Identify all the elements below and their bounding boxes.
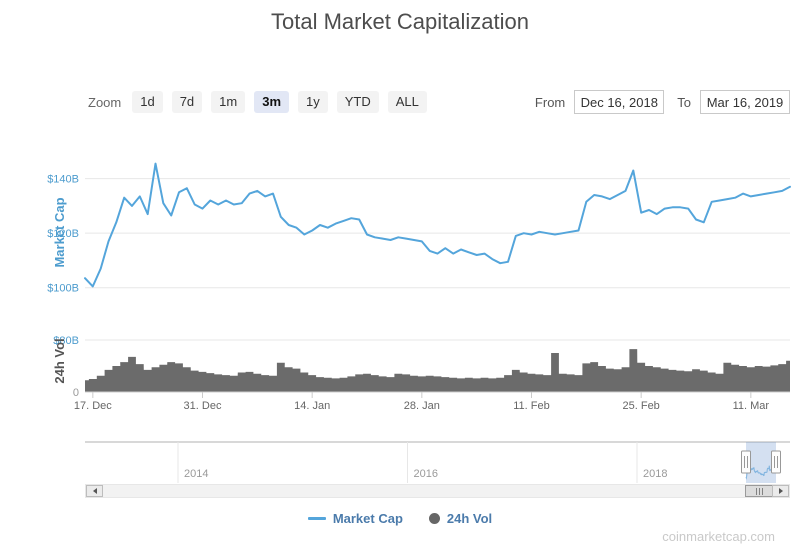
zoom-button-1d[interactable]: 1d bbox=[132, 91, 163, 113]
x-axis-label: 14. Jan bbox=[294, 400, 330, 412]
zoom-label: Zoom bbox=[88, 94, 122, 110]
market-cap-plot-area[interactable] bbox=[85, 150, 790, 315]
navigator-year-label: 2018 bbox=[643, 468, 667, 480]
zoom-button-all[interactable]: ALL bbox=[387, 91, 427, 113]
y-axis-label: $80B bbox=[53, 335, 79, 347]
scrollbar-thumb[interactable] bbox=[745, 485, 773, 497]
legend-label: 24h Vol bbox=[446, 511, 493, 526]
zoom-controls: Zoom 1d 7d 1m 3m 1y YTD ALL bbox=[88, 90, 436, 114]
zoom-button-3m[interactable]: 3m bbox=[254, 91, 290, 113]
x-axis-label: 31. Dec bbox=[184, 400, 222, 412]
x-axis-label: 11. Mar bbox=[733, 400, 770, 412]
scrollbar-left-arrow-icon[interactable] bbox=[86, 485, 103, 497]
volume-area-series bbox=[85, 349, 790, 392]
to-label: To bbox=[677, 94, 691, 110]
page-title: Total Market Capitalization bbox=[270, 9, 529, 34]
y-axis-label: $140B bbox=[47, 174, 79, 186]
to-date-input[interactable] bbox=[700, 90, 790, 114]
navigator-year-label: 2016 bbox=[414, 468, 438, 480]
chart-legend: Market Cap 24h Vol bbox=[0, 511, 800, 526]
zoom-button-7d[interactable]: 7d bbox=[171, 91, 203, 113]
watermark: coinmarketcap.com bbox=[662, 529, 775, 544]
market-cap-line-series bbox=[84, 162, 791, 288]
zoom-button-1m[interactable]: 1m bbox=[211, 91, 246, 113]
x-axis-label: 17. Dec bbox=[74, 400, 112, 412]
legend-circle-marker-icon bbox=[428, 513, 440, 524]
x-axis-label: 28. Jan bbox=[404, 400, 440, 412]
navigator-right-handle[interactable] bbox=[771, 450, 781, 474]
zoom-buttons: 1d 7d 1m 3m 1y YTD ALL bbox=[132, 91, 436, 113]
from-date-input[interactable] bbox=[574, 90, 665, 114]
legend-item-24h-vol[interactable]: 24h Vol bbox=[428, 511, 493, 526]
zoom-button-ytd[interactable]: YTD bbox=[336, 91, 379, 113]
navigator-year-label: 2014 bbox=[184, 468, 208, 480]
legend-item-market-cap[interactable]: Market Cap bbox=[307, 511, 403, 526]
y-axis-label: $120B bbox=[47, 228, 79, 240]
from-label: From bbox=[534, 94, 566, 110]
y-axis-title-market-cap: Market Cap bbox=[52, 197, 67, 267]
scrollbar-right-arrow-icon[interactable] bbox=[772, 485, 789, 497]
scrollbar-track[interactable] bbox=[85, 484, 790, 498]
date-range-controls: From To bbox=[535, 90, 790, 114]
legend-label: Market Cap bbox=[332, 511, 403, 526]
zoom-button-1y[interactable]: 1y bbox=[298, 91, 328, 113]
volume-plot-area[interactable] bbox=[85, 330, 790, 392]
navigator-left-handle[interactable] bbox=[741, 450, 751, 474]
x-axis-label: 25. Feb bbox=[623, 400, 660, 412]
y-axis-label: 0 bbox=[73, 387, 79, 399]
legend-line-marker-icon bbox=[307, 517, 326, 520]
y-axis-label: $100B bbox=[47, 283, 79, 295]
x-axis-label: 11. Feb bbox=[513, 400, 550, 412]
y-axis-title-24h-vol: 24h Vol bbox=[52, 338, 67, 383]
